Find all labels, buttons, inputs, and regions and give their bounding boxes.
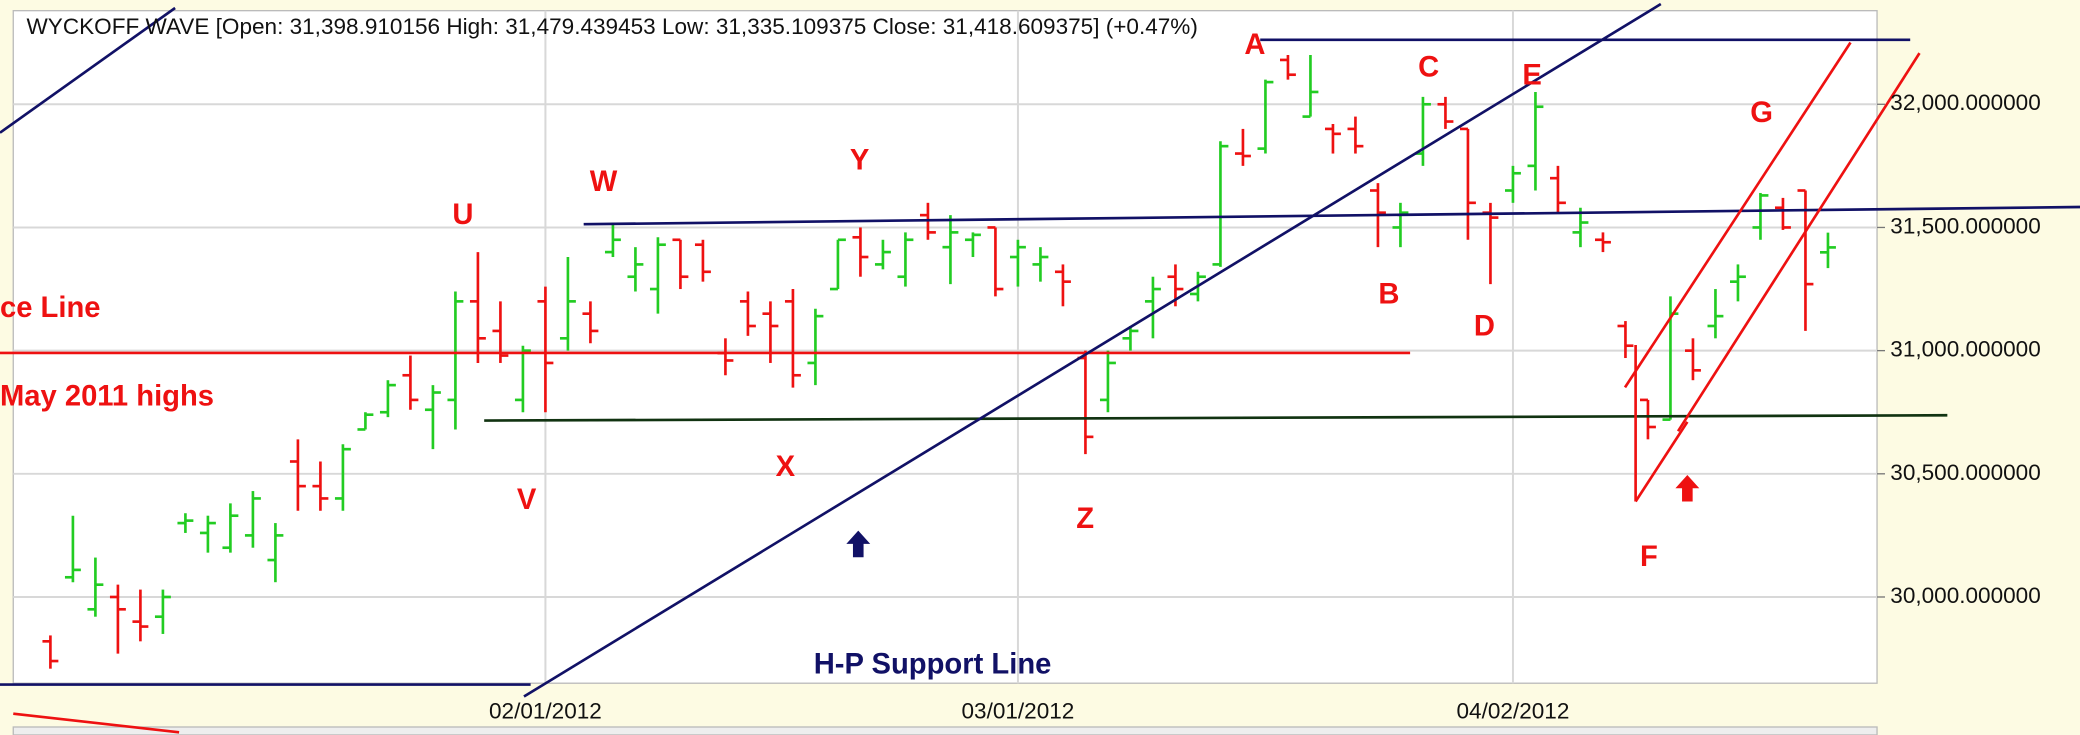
chart-title: WYCKOFF WAVE [Open: 31,398.910156 High: …	[27, 14, 1198, 39]
annotation: V	[517, 484, 537, 516]
y-tick-label: 30,500.000000	[1890, 460, 2040, 485]
channel-lower	[1676, 52, 1921, 432]
annotation: D	[1474, 310, 1495, 342]
x-tick-label: 03/01/2012	[962, 698, 1075, 723]
y-tick-label: 31,000.000000	[1890, 337, 2040, 362]
x-tick-label: 02/01/2012	[489, 698, 602, 723]
annotation: Y	[850, 145, 869, 177]
annotation: W	[590, 166, 618, 198]
bottom-strip	[12, 726, 1878, 735]
annotation: May 2011 highs	[0, 381, 214, 413]
hp-support-line	[523, 2, 1662, 698]
annotation: F	[1640, 541, 1658, 573]
y-tick-label: 30,000.000000	[1890, 583, 2040, 608]
annotation: G	[1750, 97, 1773, 129]
annotation: H-P Support Line	[814, 649, 1052, 681]
arrow-up-red	[1675, 474, 1700, 502]
y-tick-label: 32,000.000000	[1890, 90, 2040, 115]
annotation: Z	[1076, 503, 1094, 535]
channel-upper	[1623, 41, 1852, 389]
annotation: U	[452, 199, 473, 231]
annotation: X	[776, 451, 796, 483]
annotation: E	[1522, 60, 1541, 92]
y-tick-label: 31,500.000000	[1890, 213, 2040, 238]
annotation: B	[1378, 279, 1399, 311]
upper-line	[583, 205, 2080, 226]
channel-base	[1634, 421, 1689, 503]
bars	[42, 55, 1836, 669]
support-line	[484, 413, 1948, 422]
x-tick-label: 04/02/2012	[1457, 698, 1570, 723]
annotation: A	[1244, 29, 1265, 61]
annotation: ce Line	[0, 292, 101, 324]
bottom-red-line	[13, 712, 180, 734]
top-left-line	[0, 6, 176, 134]
annotation: C	[1418, 52, 1439, 84]
plot-area	[12, 9, 1878, 684]
